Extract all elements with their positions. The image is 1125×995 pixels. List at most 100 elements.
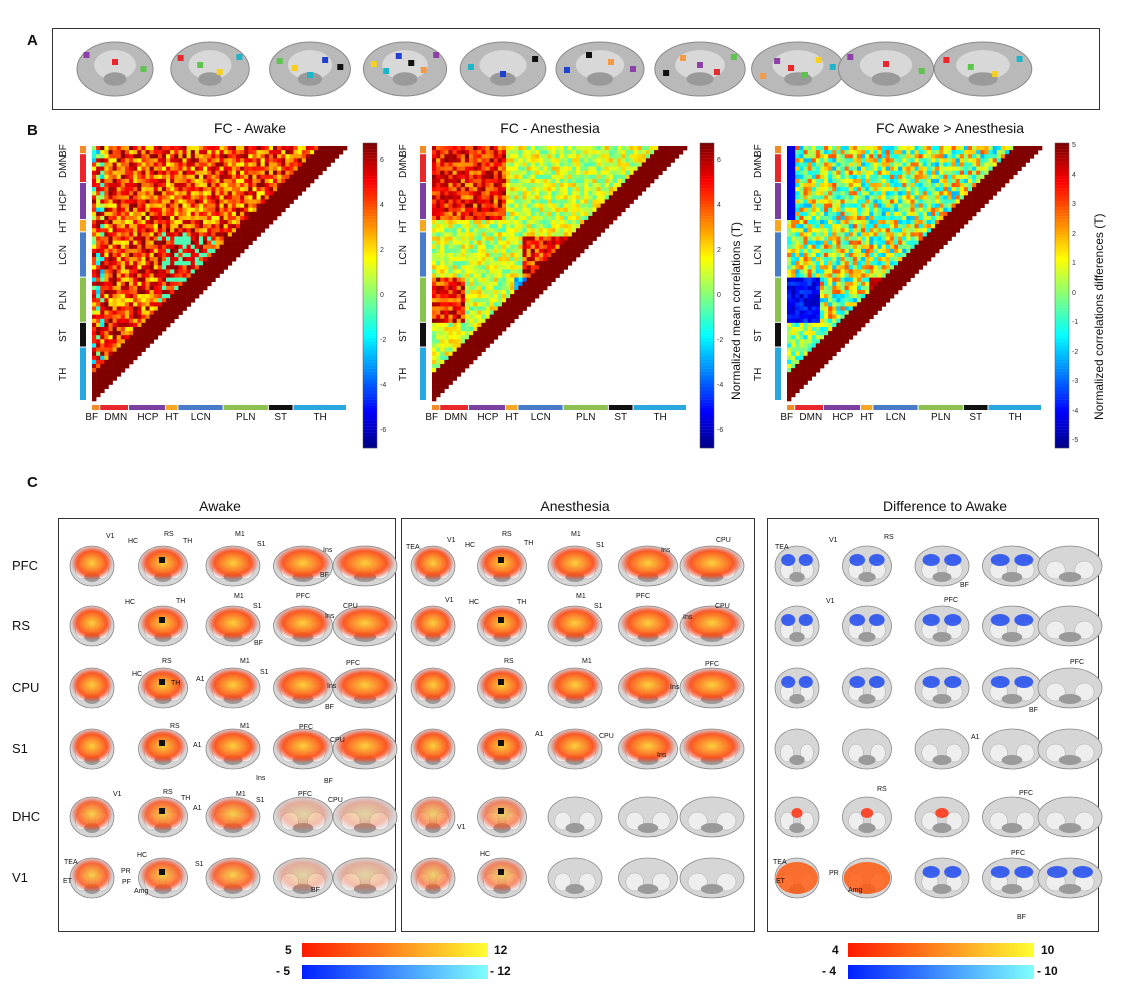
brain-slice [477, 667, 527, 709]
brain-slice [1037, 667, 1103, 709]
map-annotation: ET [63, 878, 72, 885]
brain-slice [410, 857, 456, 899]
region-strip-v [775, 220, 781, 232]
brain-slice [205, 728, 261, 770]
map-annotation: PFC [944, 597, 958, 604]
map-annotation: TH [517, 599, 527, 606]
region-strip-v [420, 146, 426, 154]
brain-slice [69, 605, 115, 647]
region-strip-v [775, 322, 781, 347]
colorbar-tick: 0 [1072, 289, 1076, 297]
region-strip-h [268, 405, 293, 410]
brain-slice [205, 545, 261, 587]
brain-slice [273, 728, 333, 770]
colorbar-tick: -6 [717, 427, 724, 434]
map-annotation: CPU [343, 603, 358, 610]
panel-b-letter: B [27, 122, 38, 139]
region-strip-h [293, 405, 346, 410]
region-label-h: BF [425, 412, 439, 423]
colorbar-tick: -2 [717, 337, 724, 344]
brain-slice [69, 796, 115, 838]
row-label: PFC [12, 558, 38, 573]
region-strip-h [633, 405, 686, 410]
region-strip-h [100, 405, 129, 410]
brain-slice [618, 857, 678, 899]
map-annotation: BF [324, 778, 333, 785]
brain-slice [273, 796, 333, 838]
map-annotation: Ins [661, 547, 671, 554]
brain-slice [273, 545, 333, 587]
colorbar-tick: -4 [380, 382, 387, 389]
map-annotation: TH [171, 680, 181, 687]
colorbar-tick: 0 [380, 292, 384, 299]
scale-cold-left [302, 965, 488, 979]
brain-slice [774, 728, 820, 770]
brain-slice [774, 605, 820, 647]
brain-slice [138, 796, 188, 838]
region-strip-h [518, 405, 563, 410]
brain-slice [477, 857, 527, 899]
region-label-h: LCN [190, 412, 211, 423]
scale-right-pos-min: 4 [832, 943, 839, 957]
map-annotation: V1 [106, 533, 115, 540]
fc-matrix-difference [775, 146, 1043, 410]
colorbar-tick: 0 [717, 292, 721, 299]
difference-map-box [767, 518, 1099, 932]
region-label-h: LCN [530, 412, 551, 423]
brain-slice [914, 545, 970, 587]
region-strip-v [80, 347, 86, 400]
map-annotation: A1 [193, 742, 202, 749]
map-annotation: BF [325, 704, 334, 711]
map-annotation: S1 [260, 669, 269, 676]
region-strip-v [420, 154, 426, 183]
colorbar-tick: 1 [1072, 260, 1076, 267]
brain-slice [410, 667, 456, 709]
map-annotation: V1 [447, 537, 456, 544]
brain-slice [273, 857, 333, 899]
slice-a [269, 41, 351, 97]
region-strip-v [80, 277, 86, 322]
scale-hot-left [302, 943, 488, 957]
map-annotation: A1 [971, 734, 980, 741]
brain-slice [914, 796, 970, 838]
region-strip-h [608, 405, 633, 410]
region-strip-h [166, 405, 178, 410]
colorbar-tick: -2 [1072, 348, 1079, 356]
scale-left-pos-max: 12 [494, 943, 508, 957]
brain-slice [205, 667, 261, 709]
section-title-anesthesia: Anesthesia [540, 498, 610, 514]
brain-slice [982, 605, 1042, 647]
brain-slice [1037, 728, 1103, 770]
slice-a [837, 41, 935, 97]
region-label-h: HT [505, 412, 519, 423]
map-annotation: BF [254, 640, 263, 647]
region-strip-h [129, 405, 166, 410]
region-strip-v [80, 220, 86, 232]
fc-matrix-awake [80, 146, 348, 410]
map-annotation: RS [170, 723, 180, 730]
brain-slice [618, 728, 678, 770]
slice-a [459, 41, 547, 97]
brain-slice [547, 728, 603, 770]
map-annotation: HC [137, 852, 148, 859]
region-strip-h [92, 405, 100, 410]
map-annotation: ET [776, 878, 785, 885]
panel-c-letter: C [27, 474, 38, 491]
map-annotation: PFC [636, 593, 650, 600]
colorbar-tick: -6 [380, 427, 387, 434]
colorbar-tick: -1 [1072, 319, 1079, 326]
colorbar-tick: 4 [380, 202, 384, 209]
region-label-h: TH [653, 412, 667, 423]
brain-slice [842, 605, 892, 647]
region-label-h: ST [274, 412, 288, 423]
map-annotation: RS [504, 658, 514, 665]
brain-slice [332, 667, 398, 709]
map-annotation: Ins [683, 614, 693, 621]
map-annotation: HC [128, 538, 139, 545]
map-annotation: Ins [670, 684, 680, 691]
region-strip-h [440, 405, 469, 410]
brain-slice [138, 857, 188, 899]
brain-slice [410, 728, 456, 770]
region-strip-h [787, 405, 795, 410]
map-annotation: Amg [134, 888, 149, 895]
